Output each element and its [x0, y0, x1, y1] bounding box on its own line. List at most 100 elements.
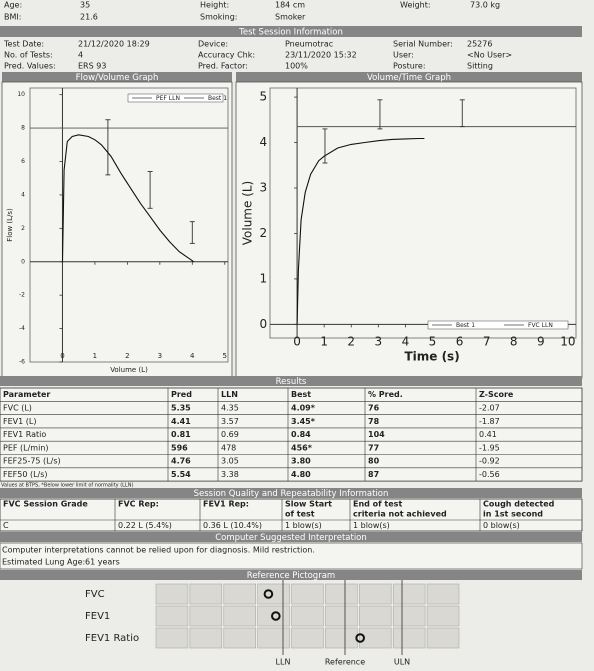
y-tick-label: -4	[19, 325, 25, 332]
pictogram-axis-label: Reference	[325, 658, 365, 667]
z-score-marker	[263, 589, 274, 599]
x-tick-label: 3	[158, 352, 162, 360]
field-label: Test Date:	[3, 40, 44, 49]
column-header: End of test	[353, 500, 402, 509]
data-line	[61, 134, 195, 263]
pictogram-cell	[189, 583, 223, 605]
field-label: BMI:	[4, 13, 21, 22]
column-header: Cough detected	[483, 500, 555, 509]
table-cell: 0.41	[479, 430, 497, 439]
legend-label: PEF LLN	[156, 95, 180, 102]
pictogram-cell	[189, 627, 223, 649]
table-cell: 4.80	[291, 470, 311, 479]
field-value: 21/12/2020 18:29	[78, 40, 150, 49]
y-tick-label: 6	[21, 158, 25, 165]
table-cell: 596	[171, 443, 188, 452]
field-label: Height:	[200, 1, 229, 10]
table-cell: 1 blow(s)	[285, 521, 322, 530]
interpretation-box	[0, 542, 583, 570]
table-cell: -2.07	[479, 403, 500, 412]
section-title: Computer Suggested Interpretation	[215, 533, 367, 543]
table-cell: FEV1 Ratio	[3, 430, 46, 439]
pictogram-cell	[426, 583, 460, 605]
field-label: No. of Tests:	[4, 51, 53, 60]
section-header	[0, 26, 582, 37]
pictogram-cell	[426, 627, 460, 649]
table-cell: 478	[221, 443, 236, 452]
column-header: LLN	[221, 390, 238, 399]
y-axis-label: Volume (L)	[241, 181, 255, 246]
pictogram-cell	[189, 605, 223, 627]
y-tick-label: 4	[259, 135, 267, 149]
table-cell: 5.35	[171, 403, 191, 412]
field-label: Estimated Lung Age:	[2, 558, 85, 567]
field-label: Weight:	[400, 1, 431, 10]
field-value: 184 cm	[275, 1, 305, 10]
field-value: <No User>	[467, 51, 512, 60]
field-label: Accuracy Chk:	[198, 51, 255, 60]
table-cell: 76	[368, 403, 380, 412]
field-value: 25276	[467, 40, 492, 49]
section-title: Volume/Time Graph	[367, 73, 451, 83]
x-tick-label: 9	[537, 335, 545, 349]
pictogram-row-label: FEV1	[85, 611, 110, 622]
column-header: FEV1 Rep:	[203, 500, 249, 509]
column-header: FVC Session Grade	[3, 500, 88, 509]
x-tick-label: 3	[374, 335, 382, 349]
x-tick-label: 6	[456, 335, 464, 349]
table-cell: 77	[368, 443, 379, 452]
table-cell: 1 blow(s)	[353, 521, 390, 530]
pictogram-cell	[223, 605, 256, 627]
pictogram-cell	[291, 605, 324, 627]
column-header: of test	[285, 510, 315, 519]
pictogram-cell	[359, 627, 392, 649]
table-cell: 3.45*	[291, 417, 316, 426]
table-cell: 3.05	[221, 457, 239, 466]
legend	[127, 93, 224, 103]
y-tick-label: -2	[19, 292, 25, 299]
pictogram-row-label: FVC	[85, 589, 105, 600]
field-value: 35	[80, 1, 90, 10]
table-cell: 456*	[291, 443, 313, 452]
x-tick-label: 1	[320, 335, 328, 349]
table-cell: -1.95	[479, 443, 500, 452]
pictogram-cell	[325, 605, 358, 627]
section-title: Test Session Information	[238, 28, 343, 38]
y-tick-label: 1	[259, 271, 267, 285]
table-cell: 80	[368, 457, 380, 466]
pictogram-cell	[359, 605, 392, 627]
legend	[427, 320, 569, 330]
field-label: Serial Number:	[393, 40, 453, 49]
x-tick-label: 5	[223, 352, 227, 360]
plot-area	[269, 87, 577, 339]
field-value: 61 years	[85, 558, 120, 567]
table-cell: 0.36 L (10.4%)	[203, 521, 262, 530]
legend-label: Best 1	[208, 95, 227, 102]
y-tick-label: 2	[259, 226, 267, 240]
table-cell: C	[3, 521, 9, 530]
graph-header	[2, 72, 232, 82]
field-value: Pneumotrac	[285, 40, 333, 49]
pictogram-cell	[257, 605, 290, 627]
table-cell: 3.80	[291, 457, 311, 466]
table-cell: FEF25-75 (L/s)	[3, 457, 61, 466]
x-tick-label: 7	[483, 335, 491, 349]
table-cell: 4.09*	[291, 403, 316, 412]
y-axis-label: Flow (L/s)	[6, 208, 14, 242]
pictogram-cell	[359, 583, 392, 605]
y-tick-label: 3	[259, 181, 267, 195]
table-cell: 3.38	[221, 470, 239, 479]
pictogram-cell	[325, 583, 358, 605]
pictogram-cell	[392, 605, 426, 627]
table-cell: -0.92	[479, 457, 500, 466]
table-cell: 0.81	[171, 430, 191, 439]
column-header: Slow Start	[285, 500, 332, 509]
y-tick-label: 2	[21, 225, 25, 232]
results-table	[0, 387, 583, 482]
field-value: Smoker	[275, 13, 306, 22]
table-cell: FEV1 (L)	[3, 417, 36, 426]
section-title: Session Quality and Repeatability Inform…	[194, 489, 389, 499]
field-value: 21.6	[80, 13, 98, 22]
pictogram-cell	[325, 627, 358, 649]
